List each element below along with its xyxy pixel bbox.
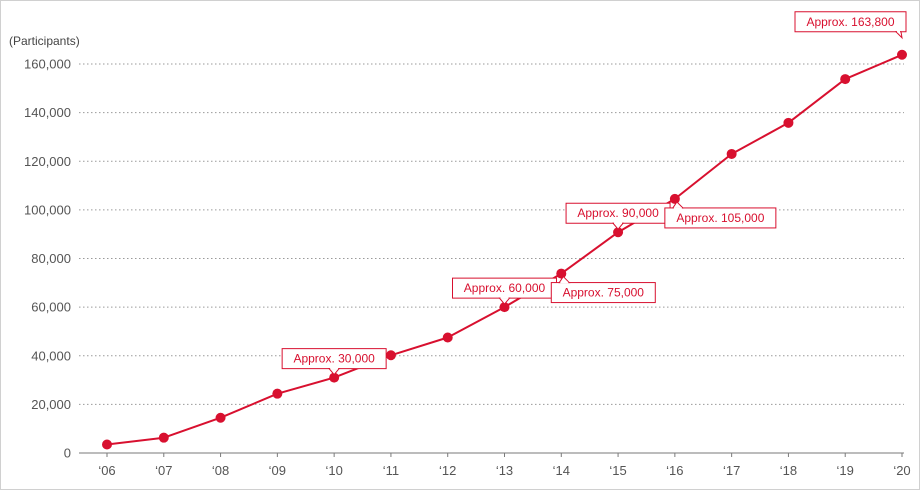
data-point <box>329 372 340 383</box>
data-point <box>556 268 567 279</box>
x-tick-label: ‘17 <box>723 463 740 478</box>
callout: Approx. 30,000 <box>281 348 387 376</box>
x-tick-label: ‘10 <box>325 463 342 478</box>
callout: Approx. 90,000 <box>565 202 671 231</box>
callout: Approx. 105,000 <box>664 201 777 229</box>
x-tick-label: ‘18 <box>780 463 797 478</box>
y-tick-label: 0 <box>64 446 71 461</box>
y-unit-label: (Participants) <box>9 34 80 48</box>
x-tick-label: ‘14 <box>553 463 570 478</box>
y-tick-label: 20,000 <box>31 397 71 412</box>
callout-pointer <box>498 297 511 305</box>
data-point <box>897 49 907 60</box>
data-point-layer <box>102 49 907 450</box>
callout-box <box>794 11 907 33</box>
grid-layer <box>79 63 904 405</box>
data-point <box>613 227 624 238</box>
callout-label: Approx. 30,000 <box>293 352 375 366</box>
data-point <box>669 193 680 204</box>
x-tick-label: ‘11 <box>383 463 399 478</box>
x-tick-label: ‘08 <box>212 463 229 478</box>
y-tick-label: 60,000 <box>31 300 71 315</box>
x-tick-label: ‘06 <box>98 463 115 478</box>
x-tick-label: ‘20 <box>893 463 910 478</box>
x-tick-label: ‘07 <box>155 463 172 478</box>
callout-label: Approx. 60,000 <box>464 281 546 295</box>
data-point <box>783 117 794 128</box>
callout: Approx. 163,800 <box>794 11 907 40</box>
callout: Approx. 75,000 <box>550 275 656 304</box>
y-tick-label: 40,000 <box>31 348 71 363</box>
data-point <box>385 350 396 361</box>
data-point <box>102 439 112 450</box>
callout-box <box>664 207 777 229</box>
data-point <box>272 388 283 399</box>
series-line-layer <box>106 53 903 446</box>
x-tick-label: ‘16 <box>666 463 683 478</box>
callout-label: Approx. 90,000 <box>577 206 659 220</box>
y-tick-label: 80,000 <box>31 251 71 266</box>
axis-layer: 0 20,000 40,000 60,000 80,000 100,000 120,000 1… <box>24 57 911 479</box>
callout-label: Approx. 163,800 <box>806 15 894 29</box>
callout: Approx. 60,000 <box>452 277 557 305</box>
callout-label: Approx. 75,000 <box>563 286 645 300</box>
y-tick-label: 160,000 <box>24 57 71 72</box>
data-point <box>499 302 510 313</box>
y-tick-label: 140,000 <box>24 105 71 120</box>
x-tick-label: ‘12 <box>439 463 456 478</box>
series-line <box>106 53 903 446</box>
data-point <box>840 74 851 85</box>
callout-pointer <box>612 222 625 231</box>
data-point <box>442 332 453 343</box>
callout-pointer <box>328 368 341 376</box>
y-tick-label: 120,000 <box>24 154 71 169</box>
x-tick-label: ‘15 <box>609 463 626 478</box>
y-tick-label: 100,000 <box>24 202 71 217</box>
callout-label: Approx. 105,000 <box>676 211 764 225</box>
callout-layer: Approx. 30,000 Approx. 60,000 Approx. 75,0… <box>281 11 907 376</box>
x-tick-label: ‘19 <box>837 463 854 478</box>
data-point <box>215 412 226 423</box>
callout-box <box>550 282 656 304</box>
data-point <box>726 148 737 159</box>
data-point <box>158 432 169 443</box>
x-tick-label: ‘09 <box>269 463 286 478</box>
x-tick-label: ‘13 <box>496 463 513 478</box>
callout-pointer <box>894 31 903 40</box>
